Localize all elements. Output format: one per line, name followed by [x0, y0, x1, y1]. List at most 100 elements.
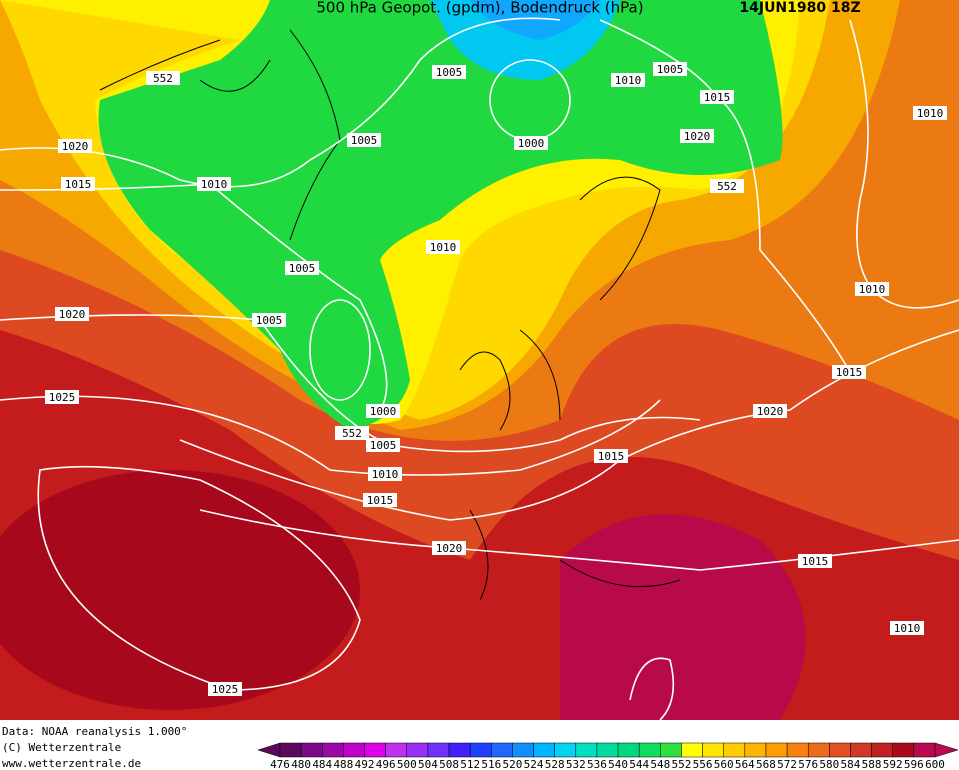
isobar-label: 552 [717, 180, 737, 193]
footer-line: www.wetterzentrale.de [2, 757, 141, 770]
isobar-label-box [335, 426, 369, 440]
isobar-label-box [432, 541, 466, 555]
isobar-label-box [855, 282, 889, 296]
colorbar-swatch [829, 742, 851, 758]
colorbar-tick-label: 540 [608, 758, 628, 770]
isobar-label: 1010 [201, 178, 228, 191]
colorbar-swatch [575, 742, 598, 758]
colorbar-tick-label: 556 [693, 758, 713, 770]
colorbar-swatch [913, 742, 936, 758]
colorbar-tick-label: 592 [883, 758, 903, 770]
footer-line: Data: NOAA reanalysis 1.000° [2, 725, 187, 738]
footer-line: (C) Wetterzentrale [2, 741, 121, 754]
isobar-label-box [252, 313, 286, 327]
colorbar-tick-label: 600 [925, 758, 945, 770]
isobar-label-box [798, 554, 832, 568]
isobar-label-box [432, 65, 466, 79]
colorbar-tick-label: 528 [545, 758, 565, 770]
isobar-labels: 552 1005 1010 1005 1015 1010 1020 1005 1000 1020 1… [45, 62, 947, 696]
isobar-label: 552 [153, 72, 173, 85]
isobar-label: 1005 [351, 134, 378, 147]
colorbar-tick-label: 476 [270, 758, 290, 770]
colorbar-tick-label: 504 [418, 758, 438, 770]
isobar-label-box [514, 136, 548, 150]
map-background [0, 0, 959, 720]
colorbar-swatch [533, 742, 555, 758]
isobar-label-box [710, 179, 744, 193]
colorbar-swatch [427, 742, 450, 758]
isobar-label: 552 [342, 427, 362, 440]
isobar-label-box [890, 621, 924, 635]
colorbar-tick-label: 480 [291, 758, 311, 770]
colorbar-swatch [385, 742, 408, 758]
colorbar-swatch [279, 742, 302, 758]
colorbar-swatch [491, 742, 513, 758]
colorbar-swatch [871, 742, 893, 758]
isobar-label: 1015 [367, 494, 394, 507]
colorbar-swatch [596, 742, 619, 758]
colorbar-tick-label: 552 [672, 758, 692, 770]
colorbar-tick-label: 548 [650, 758, 670, 770]
colorbar-swatch [512, 742, 534, 758]
colorbar-tick-label: 492 [355, 758, 375, 770]
isobar-label-box [45, 390, 79, 404]
isobar-label: 1025 [49, 391, 76, 404]
isobar-label: 1020 [684, 130, 711, 143]
colorbar-swatch [300, 742, 323, 758]
colorbar-tick-label: 564 [735, 758, 755, 770]
colorbar-swatch [765, 742, 788, 758]
colorbar-tick-label: 584 [841, 758, 861, 770]
isobar-label-box [197, 177, 231, 191]
colorbar-tick-label: 516 [481, 758, 501, 770]
isobar-label-box [753, 404, 787, 418]
colorbar-swatch [723, 742, 746, 758]
isobar-label-box [61, 177, 95, 191]
colorbar-tick-label: 568 [756, 758, 776, 770]
isobar-label: 1020 [59, 308, 86, 321]
colorbar-swatch [660, 742, 682, 758]
colorbar-swatch [617, 742, 640, 758]
isobar-label-box [594, 449, 628, 463]
colorbar: 476 480 484 488 492 496 500 504 508 512 516 520 524 5… [257, 742, 959, 770]
colorbar-swatch [343, 742, 365, 758]
isobar-label-box [347, 133, 381, 147]
colorbar-tick-label: 524 [524, 758, 544, 770]
isobar-label: 1020 [436, 542, 463, 555]
isobar-label: 1020 [62, 140, 89, 153]
colorbar-swatch [681, 742, 703, 758]
isobar-label: 1010 [859, 283, 886, 296]
colorbar-swatch [406, 742, 429, 758]
colorbar-tick-label: 576 [798, 758, 818, 770]
isobar-label-box [426, 240, 460, 254]
isobar-label-box [366, 438, 400, 452]
isobar-label-box [55, 307, 89, 321]
isobar-label-box [366, 404, 400, 418]
colorbar-tick-label: 484 [312, 758, 332, 770]
map-title: 500 hPa Geopot. (gpdm), Bodendruck (hPa) [316, 0, 643, 17]
colorbar-tick-label: 544 [629, 758, 649, 770]
colorbar-swatch [638, 742, 661, 758]
isobar-label: 1010 [372, 468, 399, 481]
isobar-label: 1010 [615, 74, 642, 87]
isobar-label-box [913, 106, 947, 120]
colorbar-tick-label: 520 [502, 758, 522, 770]
isobar-label: 1000 [370, 405, 397, 418]
isobar-label: 1000 [518, 137, 545, 150]
isobar-label-box [368, 467, 402, 481]
isobar-label-box [680, 129, 714, 143]
isobar-label: 1010 [430, 241, 457, 254]
isobar-label-box [146, 71, 180, 85]
isobar-label: 1015 [704, 91, 731, 104]
coastlines [99, 29, 681, 601]
isobar-label: 1015 [65, 178, 92, 191]
isobar-label-box [208, 682, 242, 696]
colorbar-tick-label: 588 [862, 758, 882, 770]
isobar-label: 1015 [598, 450, 625, 463]
colorbar-tick-label: 496 [376, 758, 396, 770]
isobar-label: 1005 [256, 314, 283, 327]
isobar-label: 1010 [894, 622, 921, 635]
colorbar-swatch [364, 742, 386, 758]
isobar-label: 1010 [917, 107, 944, 120]
colorbar-swatch [892, 742, 915, 758]
